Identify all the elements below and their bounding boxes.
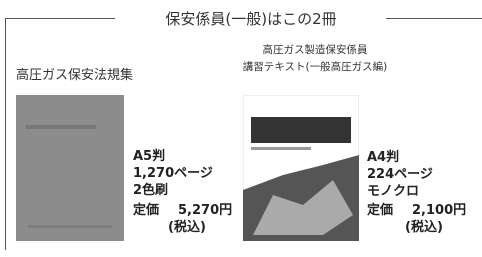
page: 保安係員(一般)はこの2冊 高圧ガス保安法規集 A5判 1,270ページ 2色刷…: [0, 0, 482, 257]
book-title: 高圧ガス製造保安係員: [230, 42, 400, 57]
book-cover: [16, 95, 124, 241]
frame-top-right: [386, 18, 482, 19]
price-label: 定価: [133, 202, 159, 219]
spec: 2色刷: [133, 182, 168, 199]
tax: (税込): [168, 219, 206, 236]
frame-left: [5, 18, 6, 250]
price-label: 定価: [367, 202, 393, 219]
spec: A5判: [133, 148, 165, 165]
book-cover: [243, 95, 359, 241]
price: 2,100円: [412, 202, 466, 219]
book-title: 講習テキスト(一般高圧ガス編): [230, 59, 400, 74]
tax: (税込): [405, 219, 443, 236]
spec: 224ページ: [367, 166, 433, 183]
book-title: 高圧ガス保安法規集: [16, 64, 133, 83]
spec: A4判: [367, 149, 399, 166]
frame-top-left: [5, 18, 115, 19]
spec: モノクロ: [367, 183, 419, 200]
price: 5,270円: [178, 202, 232, 219]
spec: 1,270ページ: [133, 165, 213, 182]
title: 保安係員(一般)はこの2冊: [120, 8, 382, 29]
